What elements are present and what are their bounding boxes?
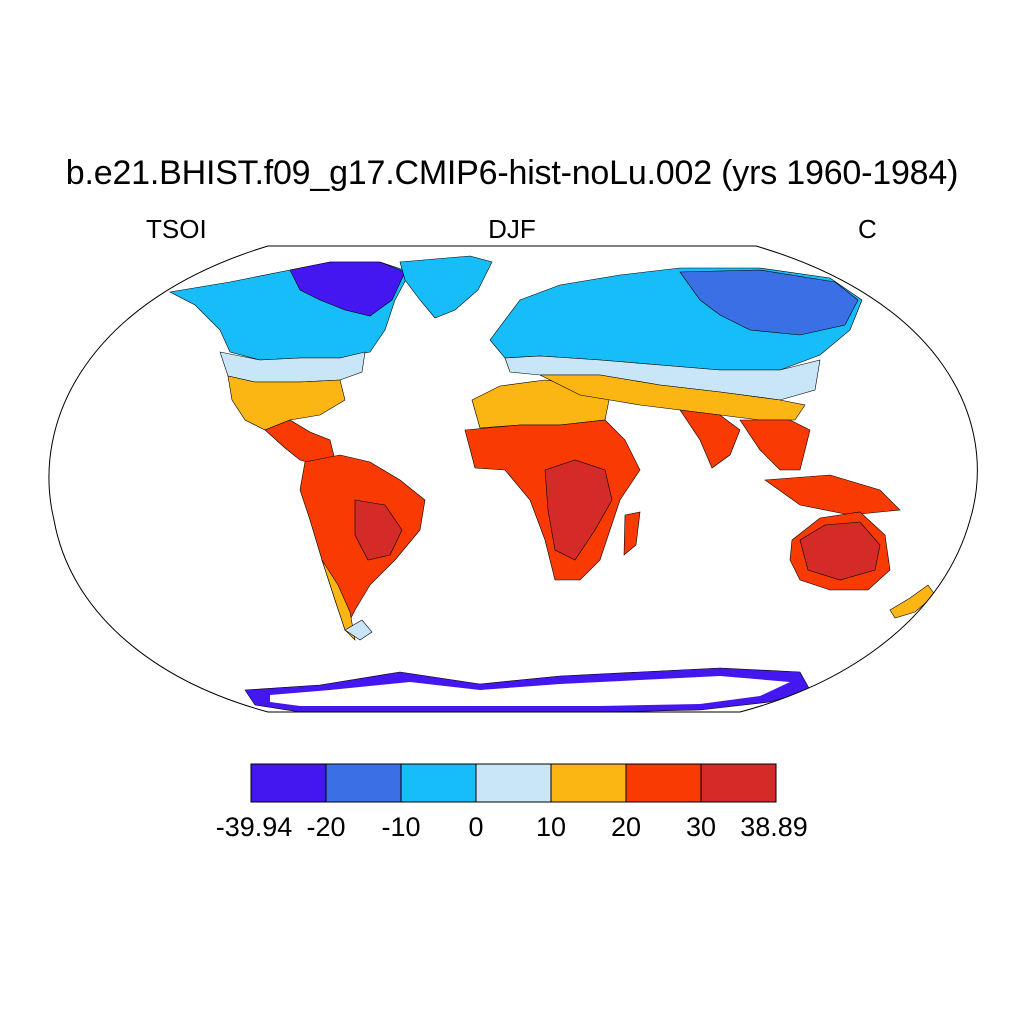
colorbar-box-1 (325, 763, 402, 803)
north-america (169, 261, 411, 466)
greenland (399, 255, 493, 319)
indonesia (764, 474, 901, 516)
australia (789, 511, 891, 591)
india (679, 409, 741, 469)
colorbar-tick-label: 20 (610, 812, 642, 842)
eurasia (489, 267, 901, 516)
colorbar-tick-label: 38.89 (740, 812, 808, 842)
na-zone-verycold (289, 261, 406, 317)
colorbar-box-5 (625, 763, 702, 803)
plot-title: b.e21.BHIST.f09_g17.CMIP6-hist-noLu.002 … (65, 154, 959, 192)
units-label: C (858, 214, 877, 244)
sa-zone-veryhot (354, 499, 403, 561)
antarctica (244, 667, 811, 712)
colorbar-box-3 (475, 763, 552, 803)
se-asia (739, 419, 811, 471)
south-america (299, 454, 426, 641)
sa-zone-warm (321, 559, 356, 641)
colorbar-box-6 (700, 763, 777, 803)
madagascar (623, 511, 641, 556)
colorbar-box-0 (250, 763, 327, 803)
sa-zone-cool (344, 619, 373, 641)
ant-interior (270, 676, 790, 706)
colorbar-tick-label: -10 (381, 812, 421, 842)
colorbar-tick-label: -20 (306, 812, 346, 842)
eu-zone-colder (679, 269, 859, 336)
variable-label: TSOI (146, 214, 207, 244)
na-zone-warm (227, 375, 346, 431)
map-boundary (48, 245, 978, 713)
colorbar-tick-label: 30 (685, 812, 717, 842)
colorbar-box-4 (550, 763, 627, 803)
af-zone-veryhot (544, 459, 613, 561)
colorbar-tick-label: -39.94 (215, 812, 293, 842)
colorbar-tick-label: 0 (468, 812, 484, 842)
colorbar-box-2 (400, 763, 477, 803)
colorbar-tick-label: 10 (535, 812, 567, 842)
au-zone-veryhot (799, 521, 881, 581)
season-label: DJF (488, 214, 536, 244)
